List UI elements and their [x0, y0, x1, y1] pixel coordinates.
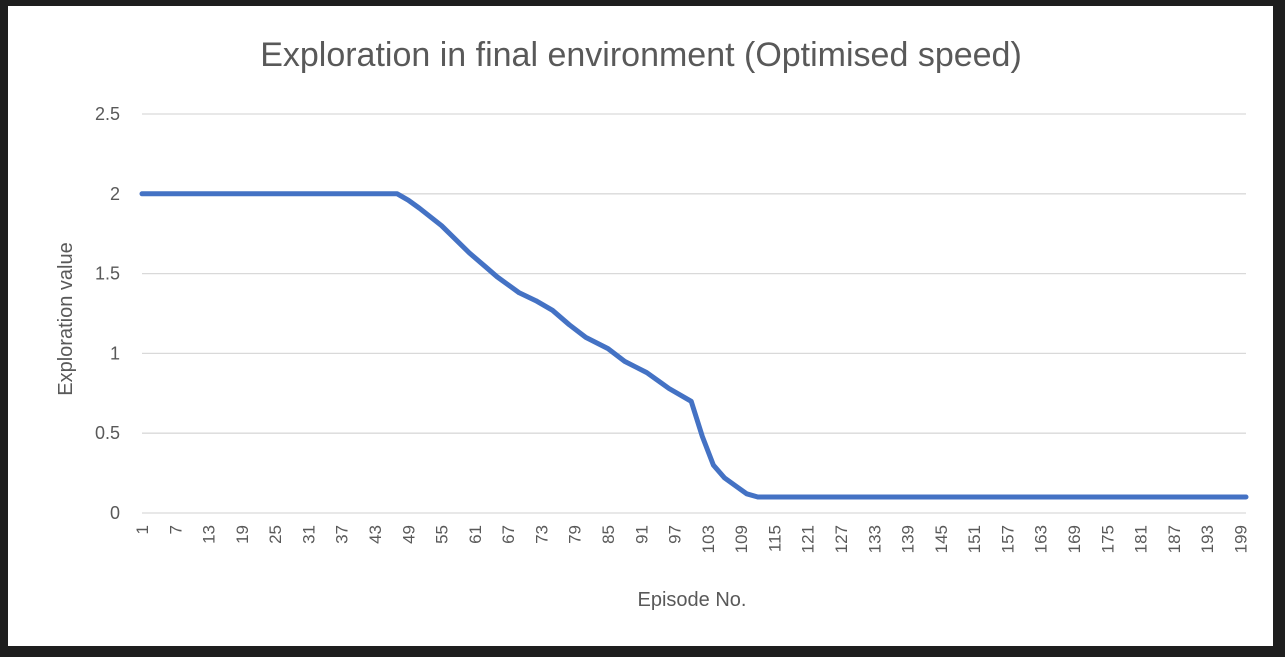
- x-tick-label: 169: [1065, 525, 1084, 553]
- x-tick-label: 127: [832, 525, 851, 553]
- x-tick-label: 73: [532, 525, 551, 544]
- x-tick-label: 109: [732, 525, 751, 553]
- y-axis-label: Exploration value: [55, 242, 77, 395]
- x-axis-label: Episode No.: [638, 589, 747, 611]
- x-tick-label: 37: [333, 525, 352, 544]
- x-tick-label: 13: [200, 525, 219, 544]
- x-tick-label: 91: [632, 525, 651, 544]
- x-tick-label: 49: [399, 525, 418, 544]
- y-axis-ticks: 0 0.5 1 1.5 2 2.5: [95, 104, 120, 523]
- x-tick-label: 151: [965, 525, 984, 553]
- x-tick-label: 199: [1231, 525, 1250, 553]
- y-tick-label: 1: [110, 343, 120, 363]
- chart-title: Exploration in final environment (Optimi…: [260, 36, 1022, 74]
- x-tick-label: 67: [499, 525, 518, 544]
- gridlines: [142, 113, 1246, 514]
- x-tick-label: 193: [1198, 525, 1217, 553]
- series-line-1: [139, 191, 1249, 500]
- y-tick-label: 1.5: [95, 264, 120, 284]
- x-tick-label: 103: [699, 525, 718, 553]
- series-layer: [139, 191, 1249, 500]
- x-tick-label: 145: [932, 525, 951, 553]
- x-tick-label: 121: [799, 525, 818, 553]
- x-tick-label: 79: [566, 525, 585, 544]
- x-tick-label: 61: [466, 525, 485, 544]
- line-chart: Exploration in final environment (Optimi…: [55, 36, 1250, 611]
- x-tick-label: 19: [233, 525, 252, 544]
- x-tick-label: 97: [666, 525, 685, 544]
- x-tick-label: 1: [133, 525, 152, 534]
- x-tick-label: 187: [1165, 525, 1184, 553]
- x-tick-label: 175: [1098, 525, 1117, 553]
- x-tick-label: 157: [998, 525, 1017, 553]
- x-tick-label: 85: [599, 525, 618, 544]
- y-tick-label: 0: [110, 503, 120, 523]
- chart-area: Exploration in final environment (Optimi…: [8, 6, 1273, 646]
- y-tick-label: 0.5: [95, 423, 120, 443]
- x-tick-label: 115: [765, 525, 784, 552]
- x-axis-ticks: 1 7 13 19 25 31 37 43 49 55 61 67 73 79 85 91 97 103 109 11…: [133, 525, 1250, 553]
- y-tick-label: 2.5: [95, 104, 120, 124]
- x-tick-label: 43: [366, 525, 385, 544]
- x-tick-label: 31: [299, 525, 318, 544]
- x-tick-label: 163: [1032, 525, 1051, 553]
- x-tick-label: 133: [865, 525, 884, 553]
- x-tick-label: 181: [1132, 525, 1151, 553]
- y-tick-label: 2: [110, 184, 120, 204]
- x-tick-label: 55: [433, 525, 452, 544]
- x-tick-label: 7: [166, 525, 185, 534]
- x-tick-label: 139: [899, 525, 918, 553]
- x-tick-label: 25: [266, 525, 285, 544]
